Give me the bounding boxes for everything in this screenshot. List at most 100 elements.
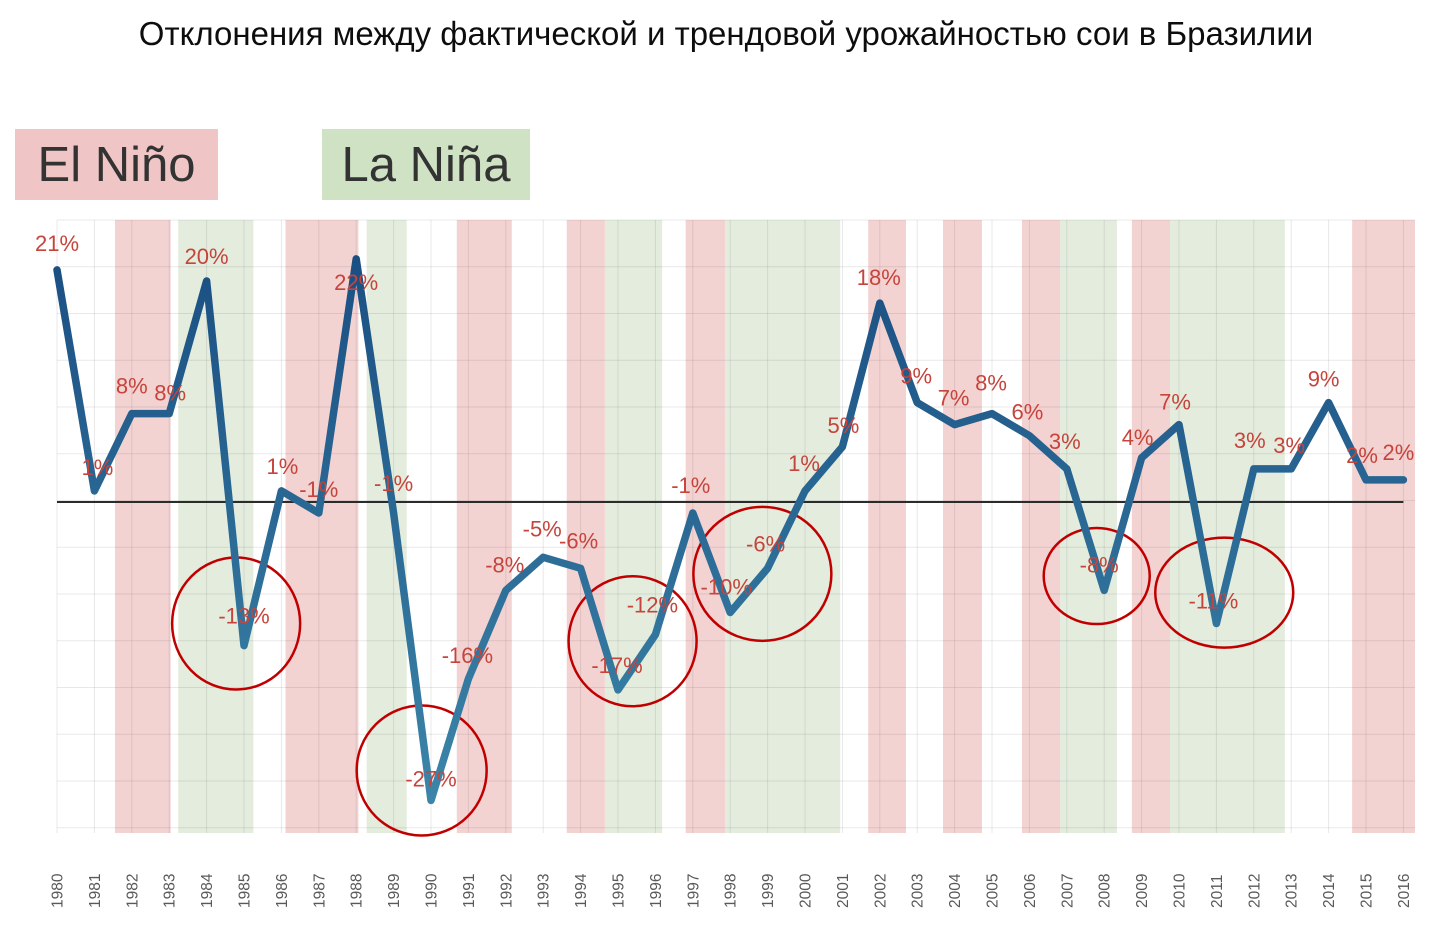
value-label: -6% — [559, 528, 598, 553]
value-label: 18% — [857, 265, 901, 290]
value-label: -6% — [746, 531, 785, 556]
year-tick-label: 1996 — [648, 874, 665, 908]
value-label: 9% — [1308, 367, 1340, 392]
highlight-circle — [1042, 526, 1151, 626]
year-tick-label: 2009 — [1134, 874, 1151, 908]
value-label: 8% — [116, 374, 148, 399]
value-label: 1% — [82, 455, 114, 480]
el-nino-band — [566, 220, 605, 833]
year-tick-label: 2013 — [1284, 874, 1301, 908]
value-label: -1% — [671, 473, 710, 498]
el-nino-band — [1352, 220, 1415, 833]
value-label: -16% — [442, 643, 493, 668]
value-labels: 21%1%8% 8%20%-13%1%-1%22%-1%-27%-16%-8%-5… — [35, 231, 1414, 791]
year-axis: 1980 1981 1982 1983 1984 1985 1986 1987 1988 1989… — [50, 873, 1413, 908]
value-label: -27% — [405, 766, 456, 791]
value-label: 3% — [1273, 433, 1305, 458]
year-tick-label: 1997 — [685, 874, 702, 908]
year-tick-label: 2011 — [1209, 875, 1226, 908]
year-tick-label: 2001 — [835, 874, 852, 908]
year-tick-label: 1992 — [498, 874, 515, 908]
year-tick-label: 2005 — [985, 874, 1002, 908]
year-tick-label: 2006 — [1022, 874, 1039, 908]
value-label: -8% — [485, 552, 524, 577]
value-label: 21% — [35, 231, 79, 256]
la-nina-band — [1170, 220, 1285, 833]
value-label: -12% — [627, 593, 678, 618]
year-tick-label: 2000 — [798, 873, 815, 908]
value-label: -13% — [218, 604, 269, 629]
year-tick-label: 1982 — [124, 874, 141, 908]
value-label: -10% — [701, 575, 752, 600]
value-label: -1% — [299, 477, 338, 502]
value-label: 8% — [154, 381, 186, 406]
year-tick-label: 2003 — [910, 874, 927, 908]
year-tick-label: 2014 — [1321, 873, 1338, 908]
year-tick-label: 2002 — [872, 874, 889, 908]
la-nina-band — [366, 220, 407, 833]
value-label: 20% — [185, 244, 229, 269]
el-nino-band — [114, 220, 171, 833]
highlight-circle — [567, 574, 698, 708]
la-nina-band — [604, 220, 663, 833]
year-tick-label: 2004 — [947, 873, 964, 908]
value-label: -1% — [374, 471, 413, 496]
year-tick-label: 1988 — [349, 874, 366, 908]
el-nino-band — [943, 220, 982, 833]
highlight-circle — [1154, 536, 1295, 649]
el-nino-band — [1131, 220, 1171, 833]
value-label: 5% — [828, 413, 860, 438]
year-tick-label: 1983 — [162, 874, 179, 908]
year-tick-label: 1980 — [50, 873, 67, 908]
value-label: 3% — [1049, 429, 1081, 454]
highlight-circle — [692, 505, 833, 643]
year-tick-label: 2007 — [1059, 874, 1076, 908]
year-tick-label: 1986 — [274, 874, 291, 908]
year-tick-label: 1985 — [237, 874, 254, 908]
la-nina-band — [1060, 220, 1117, 833]
la-nina-band — [178, 220, 254, 833]
year-tick-label: 1999 — [760, 874, 777, 908]
value-label: 9% — [900, 364, 932, 389]
gridlines — [56, 219, 1415, 833]
value-label: 6% — [1012, 400, 1044, 425]
value-label: 1% — [788, 451, 820, 476]
legend-la-nina: La Niña — [322, 129, 530, 200]
el-nino-band — [456, 220, 512, 833]
value-label: -5% — [523, 516, 562, 541]
value-label: 2% — [1346, 443, 1378, 468]
year-tick-label: 1991 — [461, 874, 478, 908]
year-tick-label: 1989 — [386, 874, 403, 908]
year-tick-label: 1990 — [424, 873, 441, 908]
year-tick-label: 1993 — [536, 874, 553, 908]
year-tick-label: 2016 — [1396, 874, 1413, 908]
value-label: 8% — [975, 371, 1007, 396]
value-label: 3% — [1234, 428, 1266, 453]
value-label: -17% — [591, 653, 642, 678]
legend-el-nino: El Niño — [15, 129, 218, 200]
value-label: -11% — [1189, 589, 1239, 614]
la-nina-band — [724, 220, 841, 833]
value-label: 22% — [334, 270, 378, 295]
year-tick-label: 2010 — [1172, 873, 1189, 908]
el-nino-band — [1021, 220, 1061, 833]
enso-bands — [114, 220, 1415, 833]
year-tick-label: 1981 — [87, 874, 104, 908]
trend-line — [53, 255, 1408, 805]
value-label: 7% — [1159, 390, 1191, 415]
year-tick-label: 1987 — [311, 874, 328, 908]
year-tick-label: 1984 — [199, 873, 216, 908]
year-tick-label: 1995 — [611, 874, 628, 908]
year-tick-label: 2012 — [1246, 874, 1263, 908]
value-label: -8% — [1080, 552, 1119, 577]
year-tick-label: 1994 — [573, 873, 590, 908]
page-title: Отклонения между фактической и трендовой… — [138, 15, 1314, 52]
value-label: 7% — [938, 386, 970, 411]
value-label: 4% — [1122, 425, 1154, 450]
year-tick-label: 1998 — [723, 874, 740, 908]
value-label: 2% — [1383, 440, 1415, 465]
year-tick-label: 2008 — [1097, 874, 1114, 908]
value-label: 1% — [267, 454, 299, 479]
